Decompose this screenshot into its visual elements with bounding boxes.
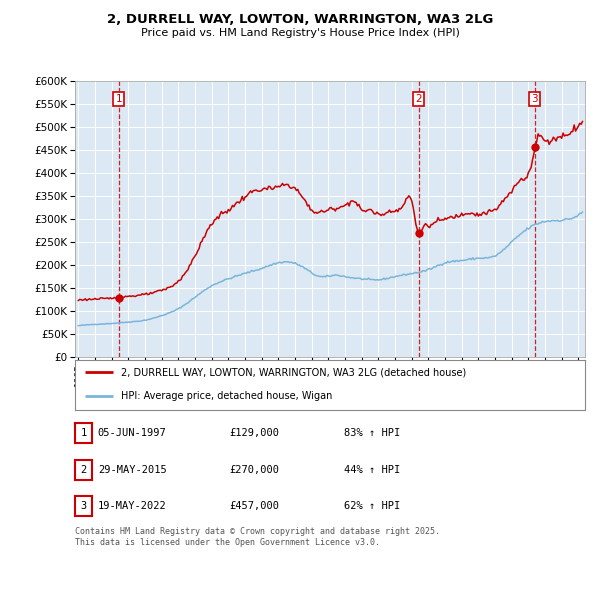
Text: 1: 1 xyxy=(80,428,86,438)
Text: 2, DURRELL WAY, LOWTON, WARRINGTON, WA3 2LG (detached house): 2, DURRELL WAY, LOWTON, WARRINGTON, WA3 … xyxy=(121,368,466,378)
Text: 2: 2 xyxy=(415,94,422,104)
Text: 2: 2 xyxy=(80,465,86,474)
Text: 05-JUN-1997: 05-JUN-1997 xyxy=(98,428,167,438)
Text: 29-MAY-2015: 29-MAY-2015 xyxy=(98,465,167,474)
Text: 44% ↑ HPI: 44% ↑ HPI xyxy=(344,465,400,474)
Text: £270,000: £270,000 xyxy=(230,465,280,474)
Text: 3: 3 xyxy=(532,94,538,104)
Text: 62% ↑ HPI: 62% ↑ HPI xyxy=(344,502,400,511)
Text: Contains HM Land Registry data © Crown copyright and database right 2025.
This d: Contains HM Land Registry data © Crown c… xyxy=(75,527,440,547)
Text: £129,000: £129,000 xyxy=(230,428,280,438)
Text: 3: 3 xyxy=(80,502,86,511)
Text: 83% ↑ HPI: 83% ↑ HPI xyxy=(344,428,400,438)
Text: 1: 1 xyxy=(115,94,122,104)
Text: 19-MAY-2022: 19-MAY-2022 xyxy=(98,502,167,511)
Text: 2, DURRELL WAY, LOWTON, WARRINGTON, WA3 2LG: 2, DURRELL WAY, LOWTON, WARRINGTON, WA3 … xyxy=(107,13,493,26)
Text: £457,000: £457,000 xyxy=(230,502,280,511)
Text: Price paid vs. HM Land Registry's House Price Index (HPI): Price paid vs. HM Land Registry's House … xyxy=(140,28,460,38)
Text: HPI: Average price, detached house, Wigan: HPI: Average price, detached house, Wiga… xyxy=(121,391,332,401)
